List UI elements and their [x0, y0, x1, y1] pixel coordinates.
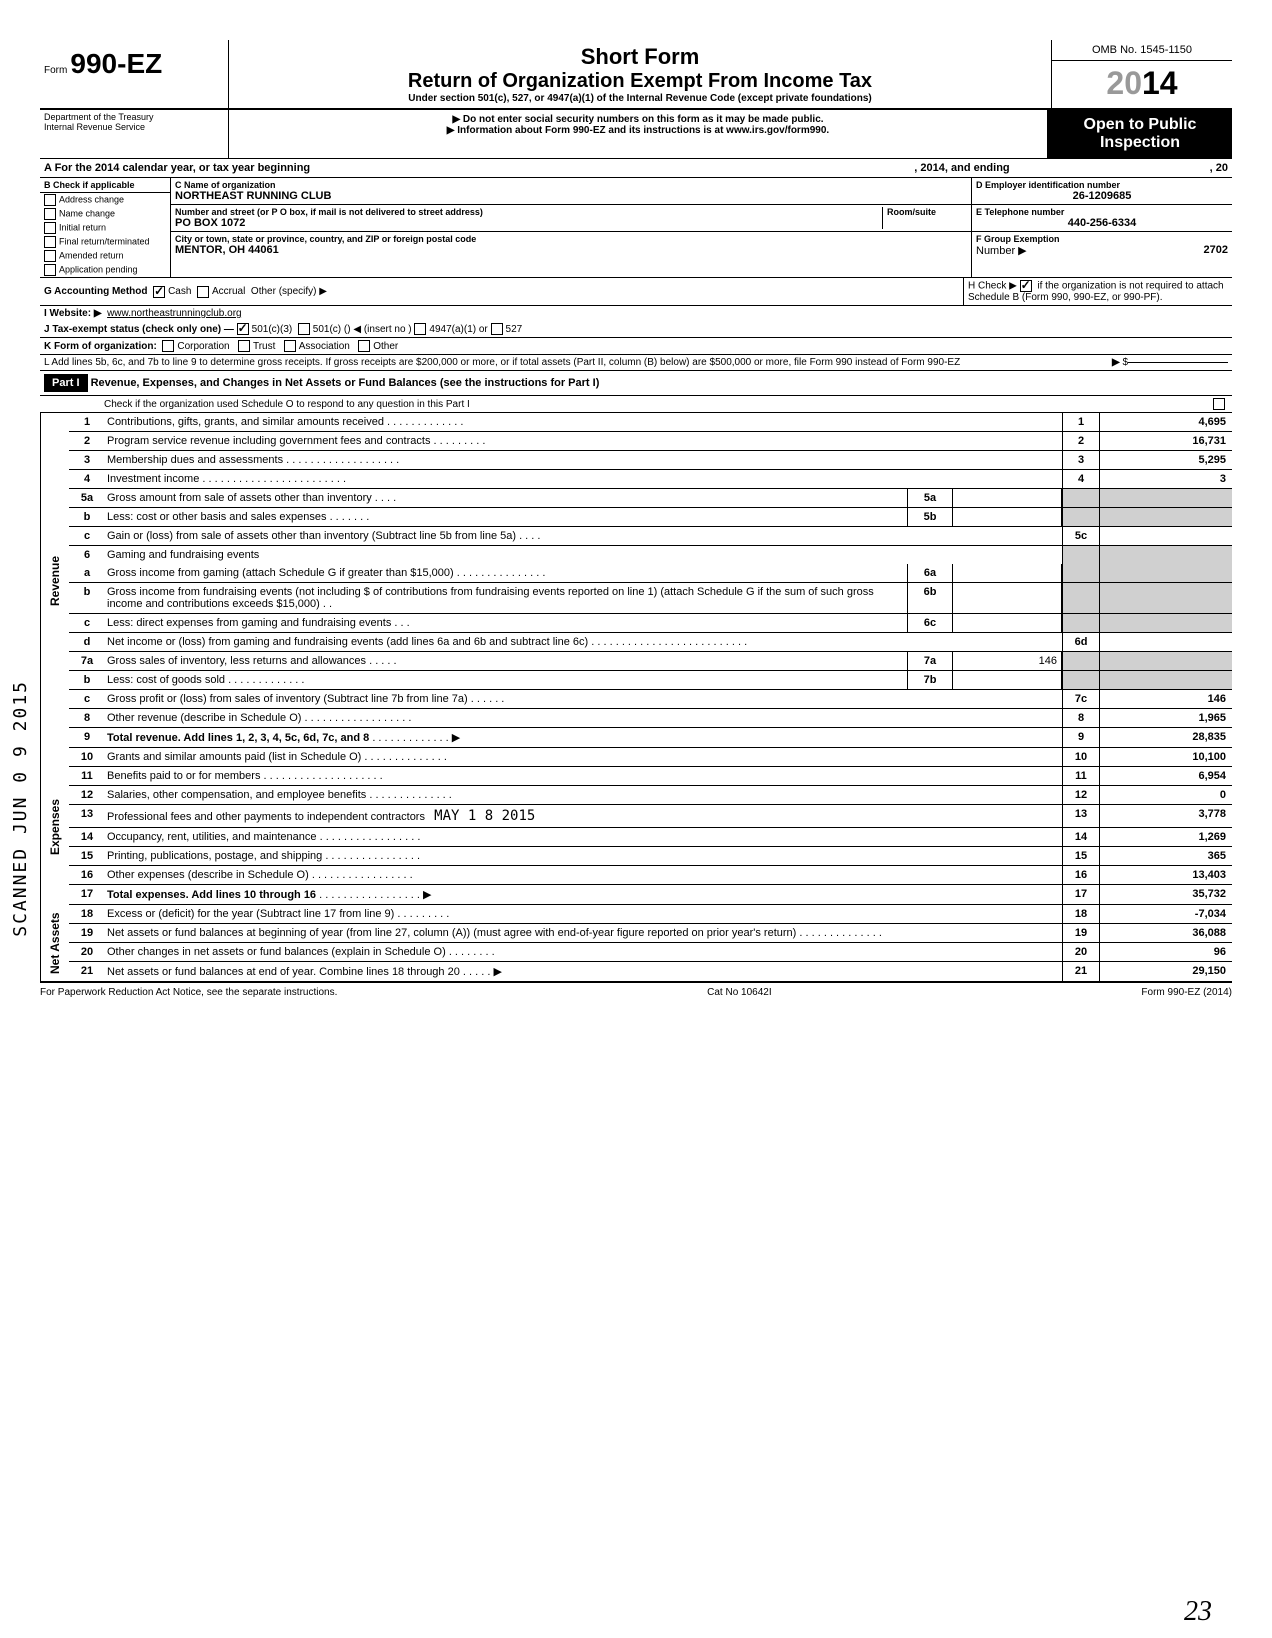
- section-b: B Check if applicable Address change Nam…: [40, 178, 171, 277]
- part1-check: Check if the organization used Schedule …: [40, 396, 1232, 413]
- line-19-amt: 36,088: [1100, 924, 1232, 942]
- checkbox-501c-icon[interactable]: [298, 323, 310, 335]
- form-header: Form 990-EZ Short Form Return of Organiz…: [40, 40, 1232, 110]
- year-cell: OMB No. 1545-1150 2014: [1051, 40, 1232, 108]
- main-title: Return of Organization Exempt From Incom…: [237, 70, 1043, 93]
- line-1-amt: 4,695: [1100, 413, 1232, 431]
- net-assets-section: Net Assets 18Excess or (deficit) for the…: [40, 905, 1232, 983]
- short-form-title: Short Form: [237, 44, 1043, 70]
- line-2-amt: 16,731: [1100, 432, 1232, 450]
- checkbox-corp-icon[interactable]: [162, 340, 174, 352]
- footer: For Paperwork Reduction Act Notice, see …: [40, 983, 1232, 998]
- checkbox-other-icon[interactable]: [358, 340, 370, 352]
- line-21-amt: 29,150: [1100, 962, 1232, 981]
- tax-year: 2014: [1052, 61, 1232, 106]
- org-city: MENTOR, OH 44061: [175, 244, 967, 256]
- section-j: J Tax-exempt status (check only one) — 5…: [40, 321, 1232, 338]
- org-name: NORTHEAST RUNNING CLUB: [175, 190, 967, 202]
- checkbox-cash-icon[interactable]: [153, 286, 165, 298]
- checkbox-icon[interactable]: [44, 194, 56, 206]
- section-l: L Add lines 5b, 6c, and 7b to line 9 to …: [40, 355, 1232, 371]
- title-cell: Short Form Return of Organization Exempt…: [229, 40, 1051, 108]
- line-15-amt: 365: [1100, 847, 1232, 865]
- line-17-amt: 35,732: [1100, 885, 1232, 904]
- line-3-amt: 5,295: [1100, 451, 1232, 469]
- form-number: 990-EZ: [70, 48, 162, 79]
- line-4-amt: 3: [1100, 470, 1232, 488]
- section-h: H Check ▶ if the organization is not req…: [963, 278, 1232, 305]
- scanned-stamp: SCANNED JUN 0 9 2015: [10, 680, 31, 937]
- net-assets-label: Net Assets: [40, 905, 69, 981]
- open-to-public: Open to Public Inspection: [1047, 110, 1232, 158]
- section-c: C Name of organization NORTHEAST RUNNING…: [171, 178, 971, 277]
- form-990ez: Form 990-EZ Short Form Return of Organiz…: [40, 40, 1232, 998]
- checkbox-4947-icon[interactable]: [414, 323, 426, 335]
- line-7a-val: 146: [953, 652, 1062, 670]
- revenue-label: Revenue: [40, 413, 69, 748]
- section-i: I Website: ▶ www.northeastrunningclub.or…: [40, 306, 1232, 321]
- phone: 440-256-6334: [976, 217, 1228, 229]
- line-18-amt: -7,034: [1100, 905, 1232, 923]
- line-12-amt: 0: [1100, 786, 1232, 804]
- form-number-cell: Form 990-EZ: [40, 40, 229, 108]
- form-label: Form: [44, 65, 67, 76]
- checkbox-501c3-icon[interactable]: [237, 323, 249, 335]
- part1-header: Part I Revenue, Expenses, and Changes in…: [40, 371, 1232, 396]
- check-pending: Application pending: [40, 263, 170, 277]
- group-exemption: 2702: [1204, 244, 1228, 257]
- check-address: Address change: [40, 193, 170, 207]
- under-section: Under section 501(c), 527, or 4947(a)(1)…: [237, 93, 1043, 104]
- info-section: B Check if applicable Address change Nam…: [40, 178, 1232, 278]
- checkbox-icon[interactable]: [44, 208, 56, 220]
- cat-no: Cat No 10642I: [707, 987, 772, 998]
- ein: 26-1209685: [976, 190, 1228, 202]
- revenue-section: Revenue 1Contributions, gifts, grants, a…: [40, 413, 1232, 748]
- line-16-amt: 13,403: [1100, 866, 1232, 884]
- checkbox-icon[interactable]: [44, 250, 56, 262]
- form-ref: Form 990-EZ (2014): [1141, 987, 1232, 998]
- checkbox-icon[interactable]: [44, 222, 56, 234]
- check-final: Final return/terminated: [40, 235, 170, 249]
- line-8-amt: 1,965: [1100, 709, 1232, 727]
- checkbox-icon[interactable]: [44, 264, 56, 276]
- line-10-amt: 10,100: [1100, 748, 1232, 766]
- section-k: K Form of organization: Corporation Trus…: [40, 338, 1232, 355]
- dept-row: Department of the Treasury Internal Reve…: [40, 110, 1232, 159]
- line-14-amt: 1,269: [1100, 828, 1232, 846]
- line-7c-amt: 146: [1100, 690, 1232, 708]
- checkbox-accrual-icon[interactable]: [197, 286, 209, 298]
- line-11-amt: 6,954: [1100, 767, 1232, 785]
- checkbox-527-icon[interactable]: [491, 323, 503, 335]
- instructions-cell: ▶ Do not enter social security numbers o…: [229, 110, 1047, 158]
- check-initial: Initial return: [40, 221, 170, 235]
- line-13-amt: 3,778: [1100, 805, 1232, 827]
- right-info: D Employer identification number 26-1209…: [971, 178, 1232, 277]
- checkbox-trust-icon[interactable]: [238, 340, 250, 352]
- section-g: G Accounting Method Cash Accrual Other (…: [40, 278, 963, 305]
- dept-cell: Department of the Treasury Internal Reve…: [40, 110, 229, 158]
- check-name: Name change: [40, 207, 170, 221]
- omb-number: OMB No. 1545-1150: [1052, 40, 1232, 61]
- period-row: A For the 2014 calendar year, or tax yea…: [40, 159, 1232, 178]
- line-9-amt: 28,835: [1100, 728, 1232, 747]
- checkbox-assoc-icon[interactable]: [284, 340, 296, 352]
- paperwork-notice: For Paperwork Reduction Act Notice, see …: [40, 987, 337, 998]
- page-signature: 23: [1184, 1596, 1212, 1628]
- expenses-label: Expenses: [40, 748, 69, 905]
- line-20-amt: 96: [1100, 943, 1232, 961]
- website: www.northeastrunningclub.org: [107, 308, 242, 319]
- checkbox-h-icon[interactable]: [1020, 280, 1032, 292]
- received-stamp: MAY 1 8 2015: [434, 808, 535, 824]
- check-amended: Amended return: [40, 249, 170, 263]
- checkbox-icon[interactable]: [44, 236, 56, 248]
- expenses-section: Expenses 10Grants and similar amounts pa…: [40, 748, 1232, 905]
- org-address: PO BOX 1072: [175, 217, 882, 229]
- checkbox-schedule-o-icon[interactable]: [1213, 398, 1225, 410]
